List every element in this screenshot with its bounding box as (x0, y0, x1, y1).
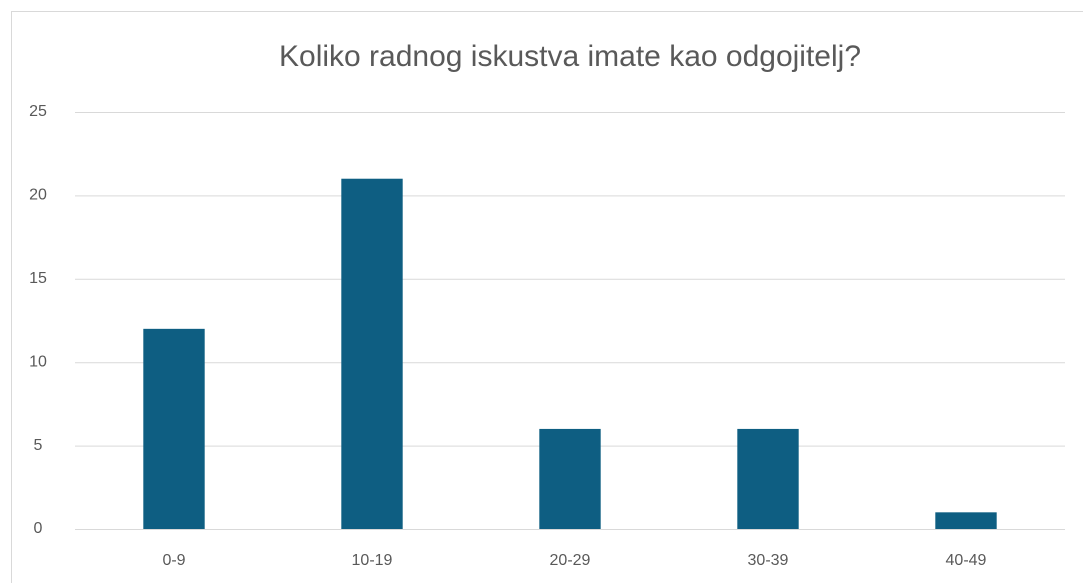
bar (341, 178, 403, 529)
x-tick-label: 30-39 (748, 552, 789, 569)
y-tick-label: 0 (34, 520, 43, 537)
x-tick-label: 0-9 (162, 552, 185, 569)
x-tick-label: 10-19 (352, 552, 393, 569)
bar (539, 428, 601, 529)
bar (935, 512, 997, 529)
y-tick-label: 20 (29, 187, 47, 204)
x-tick-label: 20-29 (550, 552, 591, 569)
bar (737, 428, 799, 529)
chart-title: Koliko radnog iskustva imate kao odgojit… (279, 40, 861, 73)
bar (143, 328, 205, 529)
y-tick-label: 25 (29, 103, 47, 120)
x-tick-label: 40-49 (946, 552, 987, 569)
y-tick-label: 10 (29, 353, 47, 370)
y-tick-label: 5 (34, 437, 43, 454)
y-tick-label: 15 (29, 270, 47, 287)
